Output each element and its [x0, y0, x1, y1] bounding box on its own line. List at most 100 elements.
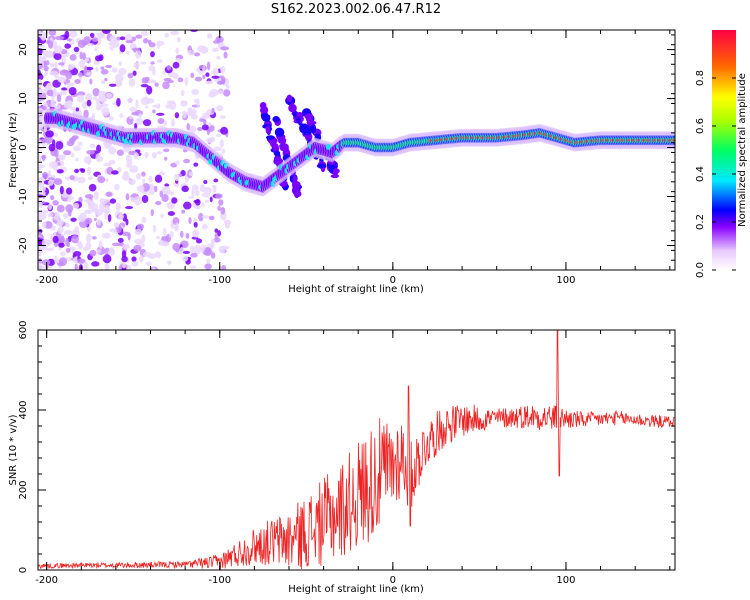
colorbar-tick-label: 0.6 [695, 118, 706, 134]
spectrum-speckle [54, 148, 59, 158]
spectrum-speckle [205, 80, 213, 85]
spectrum-speckle [102, 254, 112, 264]
spectrum-speckle [77, 39, 86, 49]
spectrum-speckle [164, 33, 170, 38]
spectrum-speckle [194, 76, 203, 82]
spectrum-speckle [152, 104, 160, 108]
spectrum-speckle [43, 72, 49, 77]
spectrum-speckle [191, 188, 195, 197]
spectrum-speckle [55, 35, 65, 41]
spectrum-speckle [152, 224, 157, 233]
spectrum-speckle [75, 157, 79, 162]
spectrum-speckle [85, 233, 92, 243]
spectrum-speckle [49, 62, 55, 67]
spectrum-speckle [86, 99, 92, 107]
spectrum-y-tick-label: 0 [18, 144, 29, 150]
spectrum-speckle [151, 152, 157, 159]
spectrum-speckle [225, 84, 230, 89]
spectrum-speckle [48, 179, 54, 186]
spectrum-speckle [141, 216, 147, 224]
spectrum-speckle [100, 69, 109, 75]
spectrum-speckle [213, 237, 221, 243]
spectrum-speckle [100, 66, 105, 70]
spectrum-speckle [201, 202, 205, 208]
spectrum-speckle [214, 228, 219, 233]
spectrum-speckle [59, 185, 64, 195]
spectrum-speckle [131, 261, 139, 267]
spectrum-speckle [80, 168, 86, 173]
spectrum-speckle [197, 127, 203, 132]
spectrum-speckle [184, 77, 189, 86]
spectrum-speckle [225, 221, 231, 229]
spectrum-speckle [190, 72, 195, 79]
spectrum-speckle [216, 80, 225, 85]
spectrum-speckle [174, 173, 180, 182]
spectrum-speckle [38, 245, 44, 249]
spectrum-speckle [219, 139, 224, 148]
spectrum-speckle [161, 186, 171, 194]
spectrum-speckle [83, 261, 89, 270]
spectrum-speckle [87, 176, 93, 181]
spectrum-speckle [206, 33, 213, 39]
spectrum-speckle [146, 85, 153, 95]
spectrum-speckle [166, 201, 176, 210]
spectrum-y-tick-label: 20 [18, 43, 29, 56]
spectrum-speckle [74, 225, 80, 235]
spectrum-speckle [103, 162, 112, 167]
spectrum-speckle [95, 105, 102, 111]
spectrum-streak [272, 116, 280, 123]
spectrum-speckle [56, 94, 62, 103]
spectrum-speckle [163, 148, 170, 153]
spectrum-speckle [114, 73, 124, 83]
spectrum-speckle [141, 194, 149, 204]
spectrum-speckle [77, 176, 86, 184]
spectrum-speckle [212, 40, 220, 44]
spectrum-speckle [38, 262, 42, 269]
spectrum-speckle [56, 104, 61, 110]
snr-x-tick-label: -200 [35, 575, 58, 586]
spectrum-speckle [181, 185, 189, 193]
spectrum-x-tick-label: 100 [556, 275, 575, 286]
spectrum-speckle [89, 143, 96, 149]
spectrum-speckle [53, 52, 62, 61]
spectrum-speckle [78, 60, 85, 68]
colorbar-ticks: 0.0 0.2 0.4 0.6 0.8 [695, 70, 736, 278]
spectrum-speckle [209, 136, 215, 143]
spectrum-speckle [113, 221, 120, 228]
spectrum-speckle [175, 248, 180, 253]
spectrum-speckle [141, 234, 146, 243]
spectrum-speckle [97, 176, 106, 184]
spectrum-streak [270, 141, 277, 148]
spectrum-speckle [183, 158, 191, 164]
spectrum-speckle [85, 93, 93, 102]
spectrum-speckle [190, 252, 198, 258]
spectrum-speckle [38, 88, 46, 94]
spectrum-speckle [157, 117, 165, 124]
spectrum-x-tick-label: -100 [208, 275, 231, 286]
spectrum-speckle [108, 83, 117, 87]
spectrum-speckle [38, 231, 42, 236]
spectrum-speckle [86, 72, 93, 76]
spectrum-speckle [105, 178, 109, 182]
spectrum-speckle [170, 162, 178, 168]
spectrum-speckle [108, 248, 116, 256]
spectrum-speckle [211, 107, 215, 114]
spectrum-speckle [145, 105, 149, 109]
spectrum-speckle [193, 230, 199, 238]
spectrum-speckle [148, 175, 153, 183]
spectrum-speckle [155, 235, 161, 240]
spectrum-speckle [187, 49, 195, 56]
spectrum-speckle [41, 221, 47, 229]
spectrum-streak [290, 102, 295, 110]
spectrum-speckle [128, 78, 136, 87]
spectrum-speckle [38, 116, 45, 121]
spectrum-speckle [138, 254, 144, 263]
spectrum-speckle [210, 252, 216, 259]
spectrum-speckle [188, 171, 193, 177]
spectrum-speckle [40, 31, 47, 41]
spectrum-speckle [174, 112, 180, 119]
spectrum-speckle [125, 193, 130, 201]
spectrum-speckle [41, 259, 51, 266]
spectrum-speckle [182, 255, 189, 262]
spectrum-speckle [220, 46, 230, 51]
